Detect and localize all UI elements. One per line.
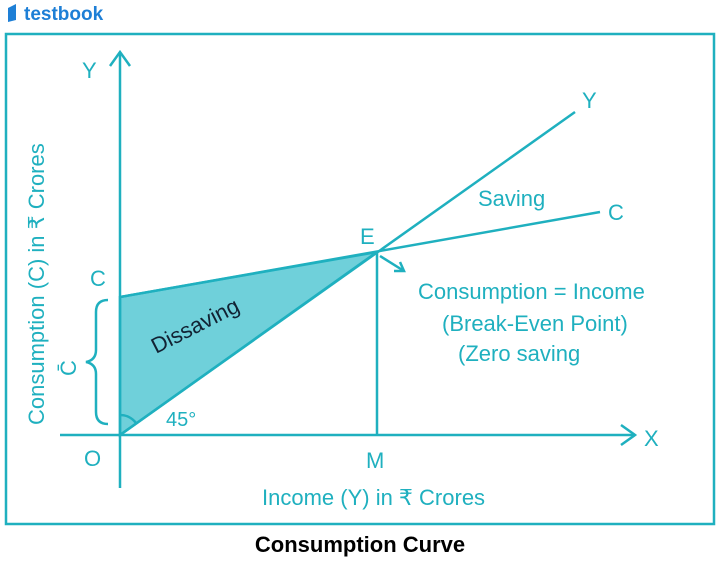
consumption-line — [119, 210, 601, 299]
y-axis-label: Y — [82, 58, 97, 83]
saving-label: Saving — [478, 186, 545, 211]
e-label: E — [360, 224, 375, 249]
note-line: Consumption = Income — [418, 279, 645, 304]
angle-arc — [119, 413, 137, 424]
line-c-label: C — [608, 200, 624, 225]
e-pointer-head — [394, 261, 406, 273]
caption: Consumption Curve — [255, 532, 465, 557]
income-line — [119, 110, 576, 437]
logo-text: testbook — [24, 4, 104, 25]
origin-label: O — [84, 446, 101, 471]
brace — [85, 298, 109, 426]
frame — [4, 32, 716, 526]
c-bar-label: C̄ — [56, 360, 81, 376]
note-line: (Zero saving — [458, 341, 580, 366]
c-intercept-label: C — [90, 266, 106, 291]
y-axis-title: Consumption (C) in ₹ Crores — [24, 143, 49, 425]
note-line: (Break-Even Point) — [442, 311, 628, 336]
x-arrow — [620, 423, 638, 447]
line-y-label: Y — [582, 88, 597, 113]
x-axis-label: X — [644, 426, 659, 451]
e-pointer — [379, 254, 405, 273]
angle-label: 45° — [166, 409, 196, 431]
y-arrow — [108, 49, 132, 67]
m-label: M — [366, 448, 384, 473]
x-axis-title: Income (Y) in ₹ Crores — [262, 485, 485, 510]
logo-icon — [8, 4, 16, 22]
